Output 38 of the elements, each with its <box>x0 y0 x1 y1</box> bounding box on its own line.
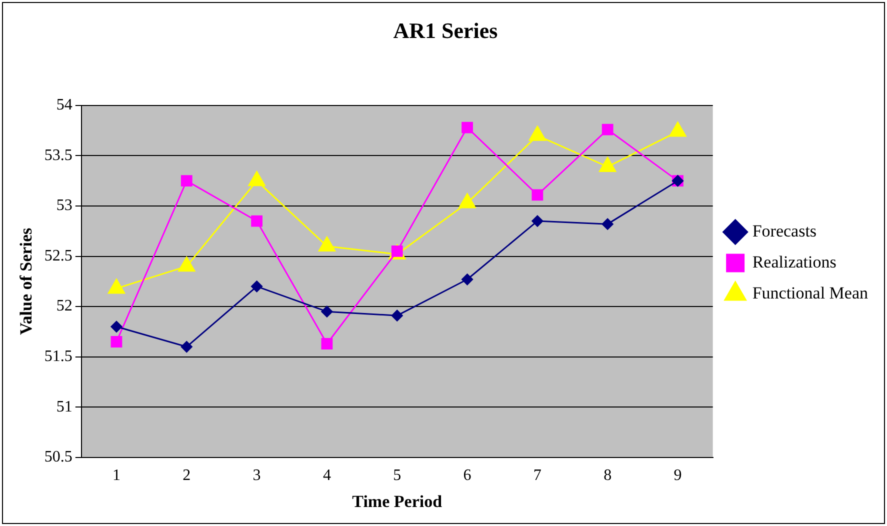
point <box>321 306 333 318</box>
x-axis-title: Time Period <box>352 492 443 512</box>
y-tick-label: 54 <box>56 96 72 114</box>
legend-label: Realizations <box>752 252 836 272</box>
point <box>391 310 403 322</box>
x-tick-label: 8 <box>604 467 612 484</box>
y-tick-label: 52.5 <box>44 247 72 264</box>
point <box>110 336 122 348</box>
y-axis-title: Value of Series <box>16 228 36 335</box>
legend-label: Forecasts <box>752 221 817 240</box>
x-tick-label: 3 <box>252 467 261 484</box>
y-tick-label: 51.5 <box>44 348 72 366</box>
point <box>462 122 473 134</box>
point <box>251 215 262 227</box>
x-tick-label: 4 <box>322 467 331 484</box>
point <box>462 274 474 286</box>
point <box>180 175 192 187</box>
x-tick-label: 2 <box>182 467 191 484</box>
x-tick-label: 6 <box>463 467 472 484</box>
legend-label: Functional Mean <box>752 283 868 302</box>
point <box>602 218 614 230</box>
y-tick-label: 50.5 <box>44 448 72 466</box>
y-tick-label: 53.5 <box>44 146 72 164</box>
y-tick-label: 53 <box>56 197 72 214</box>
point <box>321 338 333 350</box>
point <box>110 320 122 332</box>
x-tick-label: 9 <box>674 467 682 484</box>
point <box>532 189 544 201</box>
chart-title: AR1 Series <box>393 18 498 43</box>
x-tick-label: 7 <box>533 467 542 484</box>
x-tick-label: 1 <box>112 467 120 484</box>
point <box>532 215 544 227</box>
point <box>251 280 263 292</box>
point <box>602 124 614 136</box>
point <box>180 341 192 353</box>
y-tick-label: 51 <box>56 398 72 416</box>
y-tick-label: 52 <box>56 298 72 315</box>
x-tick-label: 5 <box>393 467 402 484</box>
